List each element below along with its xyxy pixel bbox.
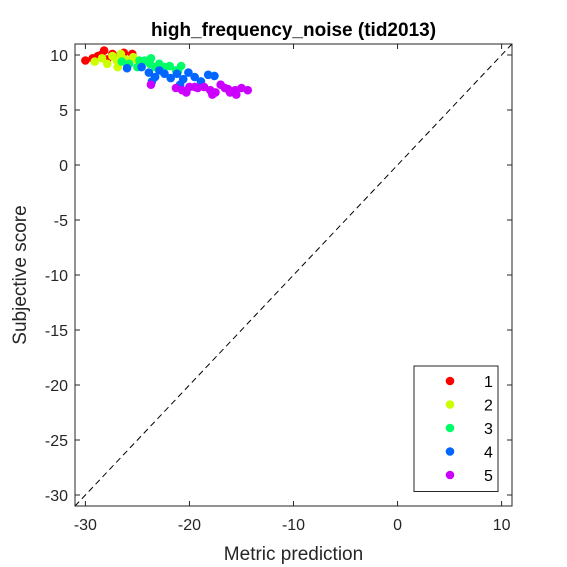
- data-point-series-4: [172, 69, 182, 78]
- legend-label-1: 1: [484, 374, 493, 391]
- legend-box: [413, 365, 499, 492]
- x-tick-label: -30: [74, 517, 97, 534]
- chart-title: high_frequency_noise (tid2013): [151, 20, 436, 41]
- y-axis-title: Subjective score: [10, 205, 31, 344]
- legend-label-3: 3: [484, 421, 493, 438]
- data-point-series-4: [137, 62, 146, 72]
- data-point-series-3: [135, 56, 144, 65]
- legend-marker-5: [445, 470, 455, 480]
- y-tick-label: -10: [45, 268, 68, 285]
- data-point-series-5: [190, 82, 199, 92]
- x-axis-title: Metric prediction: [224, 544, 363, 565]
- data-point-series-4: [166, 73, 176, 83]
- x-tick-label: -10: [282, 517, 305, 534]
- data-point-series-3: [145, 59, 155, 69]
- y-tick-label: -20: [45, 378, 68, 395]
- data-point-series-1: [81, 56, 90, 65]
- data-point-series-3: [117, 57, 127, 66]
- data-point-series-2: [97, 54, 107, 63]
- data-point-series-5: [182, 88, 191, 97]
- legend-marker-1: [445, 376, 455, 386]
- y-tick-label: 10: [50, 48, 68, 65]
- y-tick-label: -30: [45, 488, 68, 505]
- data-point-series-4: [160, 69, 169, 78]
- data-point-series-5: [208, 90, 217, 99]
- legend-label-5: 5: [484, 468, 493, 485]
- legend-label-4: 4: [484, 445, 493, 462]
- x-tick-label: 10: [493, 517, 511, 534]
- legend: 1 2 3 4 5: [413, 365, 499, 492]
- data-point-series-5: [243, 85, 253, 95]
- legend-label-2: 2: [484, 398, 493, 415]
- y-tick-label: -15: [45, 323, 68, 340]
- y-tick-label: -5: [54, 213, 68, 230]
- x-tick-label: 0: [393, 517, 402, 534]
- data-point-series-5: [231, 90, 241, 99]
- y-tick-label: -25: [45, 433, 68, 450]
- legend-marker-3: [445, 423, 455, 433]
- legend-marker-2: [445, 400, 455, 409]
- x-tick-label: -20: [178, 517, 201, 534]
- data-point-series-4: [144, 68, 154, 77]
- y-tick-label: 5: [59, 103, 68, 120]
- data-point-series-5: [146, 80, 156, 89]
- legend-marker-4: [445, 447, 455, 456]
- data-point-series-2: [90, 57, 100, 66]
- identity-reference-line: [74, 43, 513, 507]
- data-point-series-1: [99, 46, 109, 55]
- data-point-series-4: [184, 68, 193, 77]
- data-point-series-4: [210, 71, 219, 81]
- data-point-series-5: [223, 84, 233, 94]
- y-tick-label: 0: [59, 158, 68, 175]
- data-point-series-2: [102, 59, 112, 69]
- data-point-series-3: [165, 61, 174, 71]
- data-point-series-4: [122, 63, 132, 73]
- data-point-series-4: [190, 72, 199, 82]
